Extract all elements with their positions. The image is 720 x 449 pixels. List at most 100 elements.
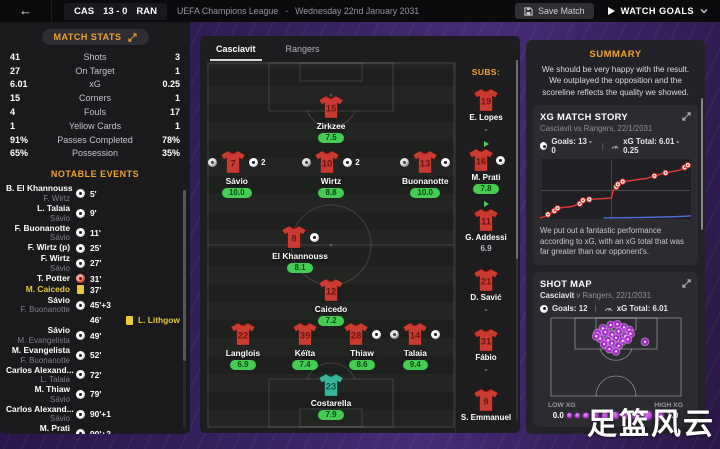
pitch-player-k-ta[interactable]: 39 Kéïta 7.4 (266, 322, 344, 370)
svg-text:22: 22 (238, 331, 249, 342)
player-name: Wirtz (320, 175, 342, 186)
event-minute: 9' (90, 208, 97, 219)
svg-text:19: 19 (481, 97, 492, 108)
event-row[interactable]: M. Caicedo 37' (6, 283, 174, 294)
shirt-icon: 15 (318, 96, 344, 119)
pitch-player-zirkzee[interactable]: 15 Zirkzee 7.5 (292, 95, 370, 143)
event-minute: 5' (90, 188, 97, 199)
away-stat-value: 17 (169, 107, 180, 118)
tab-casciavit[interactable]: Casciavit (210, 36, 261, 61)
notable-events-list: B. El Khannouss F. Wirtz 5' L. Talaia Sá… (0, 184, 190, 434)
event-row[interactable]: F. Wirtz (p) 25' (6, 243, 174, 253)
event-row[interactable]: M. Prati Sávio 90'+3 (6, 424, 174, 434)
sub-player-g-addessi[interactable]: 11 G. Addessi 6.9 (461, 200, 511, 260)
event-row[interactable]: B. El Khannouss F. Wirtz 5' (6, 184, 174, 203)
xg-scale-dot (621, 411, 630, 420)
shirt-icon: 9 (473, 388, 499, 412)
tab-rangers[interactable]: Rangers (285, 43, 320, 54)
event-row[interactable]: F. Buonanotte Sávio 11' (6, 223, 174, 242)
shirt-icon: 8 (281, 226, 307, 249)
match-stat-row: 15 Corners 1 (10, 91, 180, 105)
events-scrollbar-thumb[interactable] (183, 190, 186, 362)
xg-gauge-icon (611, 145, 619, 149)
shirt-icon: 31 (473, 328, 499, 352)
pitch-player-caicedo[interactable]: 12 Caicedo 7.2 (292, 278, 370, 326)
svg-text:12: 12 (326, 287, 337, 298)
sub-player-s-emmanuel[interactable]: 9 S. Emmanuel (461, 380, 511, 433)
event-row[interactable]: T. Potter 31' (6, 272, 174, 283)
expand-icon[interactable] (682, 279, 691, 288)
event-row[interactable]: Sávio M. Evangelista 49' (6, 326, 174, 345)
pitch-player-talaia[interactable]: 14 Talaia 9.4 (376, 322, 454, 370)
event-row[interactable]: M. Thiaw Sávio 79' (6, 385, 174, 404)
football-icon (310, 232, 319, 242)
back-button[interactable]: ← (0, 0, 52, 22)
event-row[interactable]: Sávio F. Buonanotte 45'+3 (6, 295, 174, 314)
football-icon (75, 389, 85, 399)
sub-on-icon (483, 201, 489, 207)
player-rating: - (484, 124, 488, 134)
xg-scale-dot (632, 411, 641, 420)
football-icon (75, 243, 85, 253)
notable-events-header: NOTABLE EVENTS (50, 169, 140, 180)
stat-label: Passes Completed (57, 134, 133, 145)
event-player: M. Caicedo (25, 283, 70, 294)
pitch-player-el-khannouss[interactable]: 8 El Khannouss 8.1 (261, 225, 339, 273)
event-player: T. Potter (36, 272, 70, 283)
event-row[interactable]: L. Talaia Sávio 9' (6, 203, 174, 222)
event-row[interactable]: Carlos Alexand... Sávio 90'+1 (6, 404, 174, 423)
football-icon (75, 208, 85, 218)
shot-map-title: SHOT MAP (540, 278, 592, 289)
player-name: Costarella (310, 398, 352, 408)
football-icon (75, 258, 85, 268)
svg-text:11: 11 (481, 217, 492, 228)
shirt-icon: 13 (412, 150, 438, 174)
svg-text:8: 8 (291, 234, 296, 245)
svg-text:28: 28 (351, 331, 362, 342)
sub-player-f-bio[interactable]: 31 Fábio - (461, 320, 511, 380)
assist-icon (390, 329, 400, 339)
pitch-player-buonanotte[interactable]: 13 Buonanotte 10.0 (386, 150, 464, 198)
stat-label: xG (89, 79, 101, 90)
away-stat-value: 1 (174, 120, 180, 131)
player-name: D. Savić (470, 293, 502, 302)
svg-text:14: 14 (410, 331, 421, 342)
match-stat-row: 4 Fouls 17 (10, 105, 180, 119)
player-name: Zirkzee (316, 120, 346, 131)
event-row[interactable]: Carlos Alexand... L. Talaia 72' (6, 365, 174, 385)
event-row[interactable]: M. Evangelista F. Buonanotte 52' (6, 345, 174, 364)
pitch-player-s-vio[interactable]: 7 2 Sávio 10.0 (200, 150, 276, 198)
save-match-button[interactable]: Save Match (515, 3, 594, 19)
pitch-player-wirtz[interactable]: 10 2 Wirtz 8.8 (292, 150, 370, 198)
match-stat-row: 1 Yellow Cards 1 (10, 119, 180, 133)
xg-scale-dot (574, 412, 581, 419)
sub-player-m-prati[interactable]: 16 M. Prati 7.8 (461, 140, 511, 200)
sub-on-icon (483, 141, 489, 147)
match-stats-header[interactable]: MATCH STATS (41, 29, 149, 45)
pitch-player-thiaw[interactable]: 28 Thiaw 8.6 (323, 322, 401, 370)
player-rating: 8.1 (287, 262, 313, 273)
away-stat-value: 78% (161, 134, 180, 145)
svg-text:31: 31 (481, 337, 492, 348)
player-rating: 8.6 (349, 359, 375, 370)
goal-count: 2 (261, 157, 266, 167)
event-assist: L. Talaia (40, 375, 70, 385)
stat-label: On Target (75, 65, 115, 76)
sub-player-e-lopes[interactable]: 19 E. Lopes - (461, 80, 511, 140)
svg-text:7: 7 (230, 159, 235, 170)
subs-scrollbar-thumb[interactable] (516, 60, 518, 259)
play-icon (607, 7, 615, 15)
summary-scrollbar-thumb[interactable] (701, 98, 703, 230)
pitch-player-costarella[interactable]: 23 Costarella 7.9 (292, 372, 370, 420)
expand-icon[interactable] (682, 112, 691, 122)
event-row[interactable]: F. Wirtz Sávio 27' (6, 254, 174, 273)
event-row[interactable]: 46' L. Lithgow (6, 315, 180, 325)
home-stat-value: 27 (10, 65, 21, 76)
watch-goals-button[interactable]: WATCH GOALS (607, 6, 708, 16)
football-icon (75, 370, 85, 380)
sub-player-d-savi-[interactable]: 21 D. Savić - (461, 260, 511, 320)
football-icon (75, 300, 85, 310)
football-icon (372, 329, 381, 339)
pitch-player-langlois[interactable]: 22 Langlois 6.9 (204, 322, 282, 370)
subs-header: SUBS: (471, 67, 501, 77)
